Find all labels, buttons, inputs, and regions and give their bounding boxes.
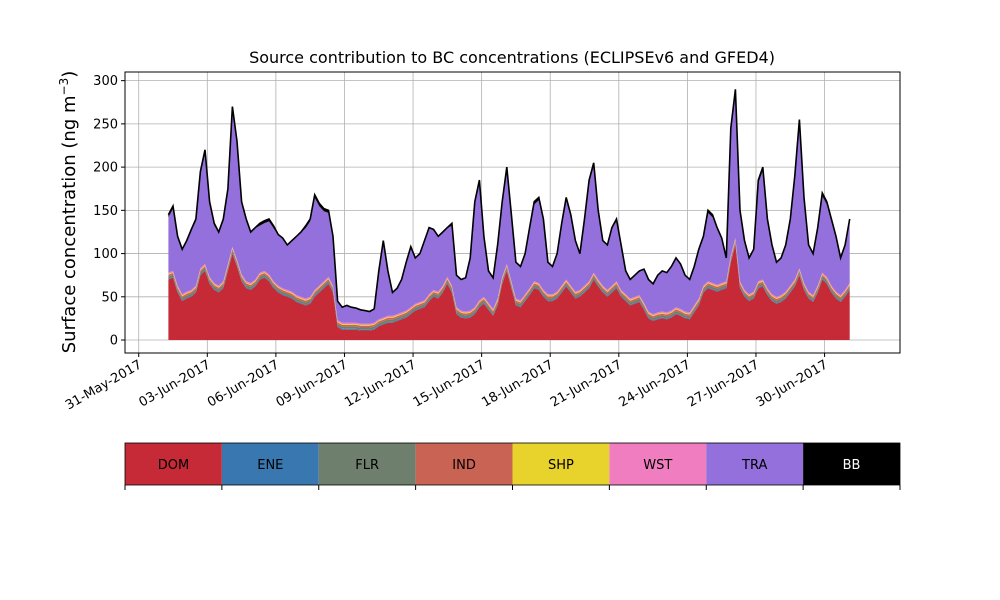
legend-frame (124, 442, 901, 486)
chart-title: Source contribution to BC concentrations… (249, 48, 775, 67)
y-axis-label: Surface concentration (ng m−3) (57, 71, 80, 354)
x-tick-label: 15-Jun-2017 (411, 357, 488, 410)
legend-label-ene: ENE (257, 458, 283, 473)
legend-label-shp: SHP (548, 458, 574, 473)
x-tick-label: 09-Jun-2017 (274, 357, 351, 410)
stacked-areas (167, 89, 851, 340)
x-tick-label: 03-Jun-2017 (136, 357, 213, 410)
y-tick-label: 250 (93, 117, 118, 132)
x-tick-label: 30-Jun-2017 (754, 357, 831, 410)
legend-swatch-bb (803, 443, 900, 485)
legend-swatch-dom (125, 443, 222, 485)
y-tick-label: 300 (93, 74, 118, 89)
area-tra (168, 94, 850, 324)
legend-swatch-ene (221, 443, 319, 485)
y-tick-label: 150 (93, 204, 118, 219)
x-axis: 31-May-201703-Jun-201706-Jun-201709-Jun-… (63, 353, 831, 413)
x-tick-label: 06-Jun-2017 (205, 357, 282, 410)
legend-label-bb: BB (843, 458, 861, 473)
x-tick-label: 21-Jun-2017 (548, 357, 625, 410)
legend-label-dom: DOM (158, 458, 189, 473)
legend-swatch-wst (609, 443, 707, 485)
legend-swatch-shp (512, 443, 610, 485)
plot-area: 0 50 100 150 200 250 300 31-May-201703-Jun-201… (63, 71, 901, 413)
x-tick-label: 24-Jun-2017 (617, 357, 694, 410)
y-axis-label-main: Surface concentration (ng m (59, 95, 80, 353)
legend-colorbar: DOM ENE FLR IND SHP WST TRA BB (124, 442, 901, 490)
y-tick-label: 0 (110, 334, 118, 349)
y-axis-label-close: ) (59, 71, 80, 78)
legend-swatch-ind (415, 443, 513, 485)
area-dom (168, 244, 850, 340)
legend-swatch-tra (706, 443, 804, 485)
total-outline (167, 89, 851, 313)
y-tick-label: 200 (93, 161, 118, 176)
legend-label-tra: TRA (741, 458, 767, 473)
legend-label-ind: IND (452, 458, 476, 473)
legend-label-wst: WST (643, 458, 672, 473)
x-tick-label: 27-Jun-2017 (685, 357, 762, 410)
x-tick-label: 18-Jun-2017 (479, 357, 556, 410)
x-tick-label: 31-May-2017 (63, 357, 145, 413)
y-tick-label: 100 (93, 247, 118, 262)
plot-frame (124, 71, 901, 354)
y-tick-label: 50 (101, 290, 118, 305)
y-axis: 0 50 100 150 200 250 300 (93, 74, 125, 349)
legend-label-flr: FLR (355, 458, 379, 473)
x-tick-label: 12-Jun-2017 (342, 357, 419, 410)
legend-swatch-flr (318, 443, 416, 485)
y-axis-label-superscript: −3 (57, 78, 71, 96)
